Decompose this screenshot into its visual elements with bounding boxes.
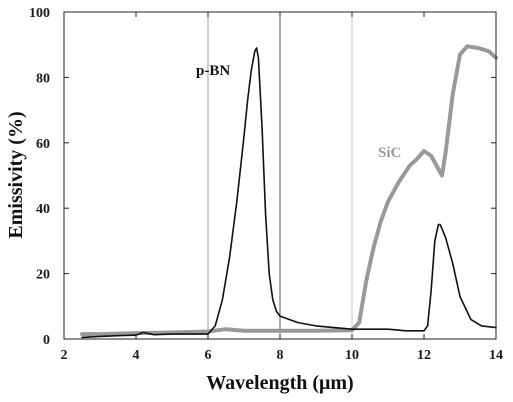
x-tick-label-6: 6 — [205, 348, 212, 363]
series-label-p-bn: p-BN — [196, 63, 230, 79]
axis-ticks — [63, 11, 497, 340]
x-tick-label-2: 2 — [61, 348, 68, 363]
series-line-p-bn — [81, 47, 497, 339]
x-tick-label-10: 10 — [345, 348, 359, 363]
series-line-sic — [80, 44, 498, 337]
y-tick-label-100: 100 — [29, 6, 50, 21]
x-axis-title: Wavelength (μm) — [206, 372, 353, 394]
series-label-sic: SiC — [378, 145, 401, 161]
y-tick-label-80: 80 — [36, 71, 50, 86]
y-tick-label-20: 20 — [36, 268, 50, 283]
x-tick-labels: 2 4 6 8 10 12 14 — [61, 348, 504, 363]
y-tick-label-40: 40 — [36, 202, 50, 217]
reference-lines — [207, 12, 353, 339]
x-tick-label-14: 14 — [489, 348, 503, 363]
x-tick-label-12: 12 — [417, 348, 431, 363]
y-tick-label-0: 0 — [43, 333, 50, 348]
y-tick-labels: 0 20 40 60 80 100 — [29, 6, 50, 348]
x-tick-label-8: 8 — [277, 348, 284, 363]
x-tick-label-4: 4 — [133, 348, 140, 363]
y-axis-title: Emissivity (%) — [5, 111, 27, 238]
y-tick-label-60: 60 — [36, 137, 50, 152]
series-group — [80, 44, 498, 339]
